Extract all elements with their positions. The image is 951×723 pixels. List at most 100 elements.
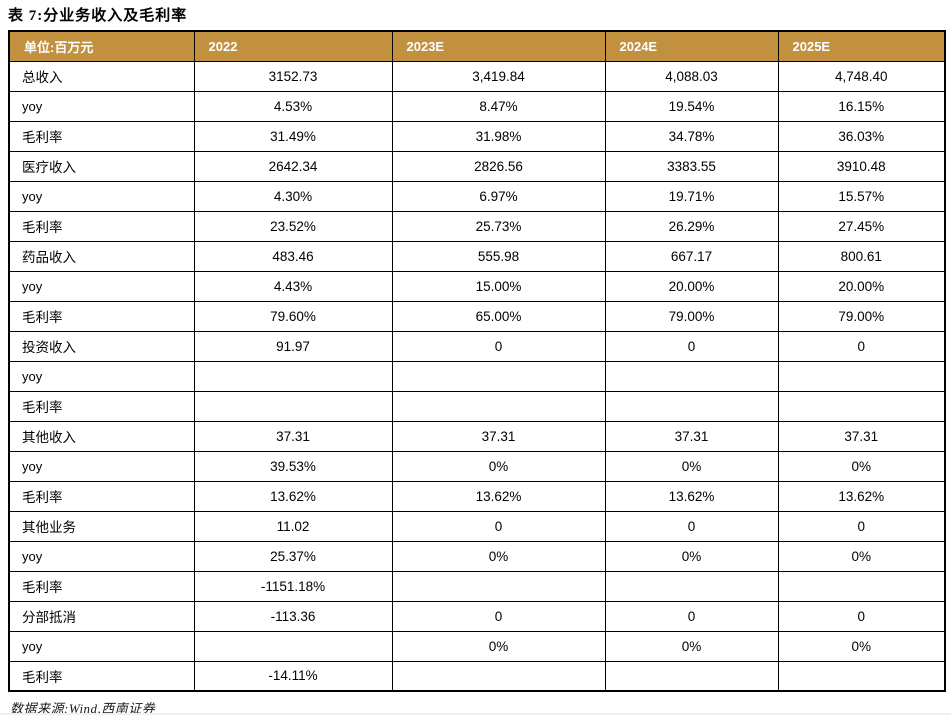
cell-value: 37.31 (777, 420, 946, 452)
cell-value (777, 660, 946, 692)
table-row: 药品收入 483.46 555.98 667.17 800.61 (8, 240, 946, 272)
header-year-2024e: 2024E (604, 30, 779, 62)
row-label: 毛利率 (8, 390, 195, 422)
cell-value (193, 360, 393, 392)
table-row: 分部抵消 -113.36 0 0 0 (8, 600, 946, 632)
cell-value (604, 390, 779, 422)
cell-value: 555.98 (391, 240, 606, 272)
cell-value: 0% (391, 630, 606, 662)
cell-value (777, 360, 946, 392)
cell-value (604, 570, 779, 602)
table-row: yoy (8, 360, 946, 392)
table-row: 毛利率 -14.11% (8, 660, 946, 692)
cell-value: 800.61 (777, 240, 946, 272)
row-label: 其他业务 (8, 510, 195, 542)
cell-value: 37.31 (604, 420, 779, 452)
table-row: yoy 4.43% 15.00% 20.00% 20.00% (8, 270, 946, 302)
cell-value: 483.46 (193, 240, 393, 272)
cell-value: 0 (604, 330, 779, 362)
cell-value: 3383.55 (604, 150, 779, 182)
cell-value: 0% (777, 540, 946, 572)
cell-value: 667.17 (604, 240, 779, 272)
cell-value (604, 660, 779, 692)
row-label: yoy (8, 90, 195, 122)
header-unit-cell: 单位:百万元 (8, 30, 195, 62)
row-label: 药品收入 (8, 240, 195, 272)
cell-value: 79.00% (777, 300, 946, 332)
data-source-note: 数据来源:Wind,西南证券 (10, 701, 156, 716)
cell-value: 23.52% (193, 210, 393, 242)
row-label: yoy (8, 360, 195, 392)
cell-value: 4.30% (193, 180, 393, 212)
table-row: 毛利率 31.49% 31.98% 34.78% 36.03% (8, 120, 946, 152)
cell-value: 15.57% (777, 180, 946, 212)
cell-value (777, 570, 946, 602)
table-row: 毛利率 23.52% 25.73% 26.29% 27.45% (8, 210, 946, 242)
cell-value: 0% (777, 450, 946, 482)
cell-value: 16.15% (777, 90, 946, 122)
cell-value: 0% (604, 450, 779, 482)
table-row: yoy 25.37% 0% 0% 0% (8, 540, 946, 572)
cell-value: 6.97% (391, 180, 606, 212)
row-label: 毛利率 (8, 120, 195, 152)
cell-value: 4,088.03 (604, 60, 779, 92)
row-label: 毛利率 (8, 300, 195, 332)
header-year-2022: 2022 (193, 30, 393, 62)
cell-value: 79.00% (604, 300, 779, 332)
cell-value: 39.53% (193, 450, 393, 482)
table-row: 总收入 3152.73 3,419.84 4,088.03 4,748.40 (8, 60, 946, 92)
table-row: 毛利率 (8, 390, 946, 422)
cell-value: 26.29% (604, 210, 779, 242)
cell-value: 79.60% (193, 300, 393, 332)
cell-value: 3910.48 (777, 150, 946, 182)
cell-value: 19.71% (604, 180, 779, 212)
cell-value: 8.47% (391, 90, 606, 122)
cell-value: -1151.18% (193, 570, 393, 602)
row-label: 毛利率 (8, 660, 195, 692)
cell-value: 25.73% (391, 210, 606, 242)
cell-value: 27.45% (777, 210, 946, 242)
table-row: 毛利率 79.60% 65.00% 79.00% 79.00% (8, 300, 946, 332)
table-title: 表 7:分业务收入及毛利率 (8, 8, 188, 24)
cell-value: 0 (777, 330, 946, 362)
cell-value: 0 (391, 600, 606, 632)
table-row: 其他收入 37.31 37.31 37.31 37.31 (8, 420, 946, 452)
revenue-gross-margin-table: 单位:百万元 2022 2023E 2024E 2025E 总收入 3152.73… (8, 30, 946, 692)
cell-value (391, 360, 606, 392)
cell-value (777, 390, 946, 422)
row-label: yoy (8, 630, 195, 662)
cell-value (604, 360, 779, 392)
cell-value: 3152.73 (193, 60, 393, 92)
cell-value: 31.49% (193, 120, 393, 152)
cell-value: 37.31 (193, 420, 393, 452)
table-row: yoy 4.53% 8.47% 19.54% 16.15% (8, 90, 946, 122)
cell-value: 13.62% (193, 480, 393, 512)
cell-value: 2826.56 (391, 150, 606, 182)
cell-value: 13.62% (604, 480, 779, 512)
row-label: 总收入 (8, 60, 195, 92)
cell-value (193, 630, 393, 662)
cell-value: 0 (391, 510, 606, 542)
row-label: yoy (8, 450, 195, 482)
cell-value: 4.43% (193, 270, 393, 302)
cell-value: 13.62% (391, 480, 606, 512)
header-year-2023e: 2023E (391, 30, 606, 62)
row-label: 毛利率 (8, 210, 195, 242)
row-label: 其他收入 (8, 420, 195, 452)
row-label: 毛利率 (8, 570, 195, 602)
table-row: 毛利率 -1151.18% (8, 570, 946, 602)
row-label: 投资收入 (8, 330, 195, 362)
table-row: 投资收入 91.97 0 0 0 (8, 330, 946, 362)
header-year-2025e: 2025E (777, 30, 946, 62)
row-label: 毛利率 (8, 480, 195, 512)
cell-value (391, 390, 606, 422)
cell-value: 20.00% (777, 270, 946, 302)
cell-value: 20.00% (604, 270, 779, 302)
cell-value: -113.36 (193, 600, 393, 632)
cell-value: 15.00% (391, 270, 606, 302)
cell-value: 0% (391, 540, 606, 572)
table-row: yoy 0% 0% 0% (8, 630, 946, 662)
cell-value (391, 570, 606, 602)
cell-value: 0% (604, 540, 779, 572)
cell-value: 2642.34 (193, 150, 393, 182)
